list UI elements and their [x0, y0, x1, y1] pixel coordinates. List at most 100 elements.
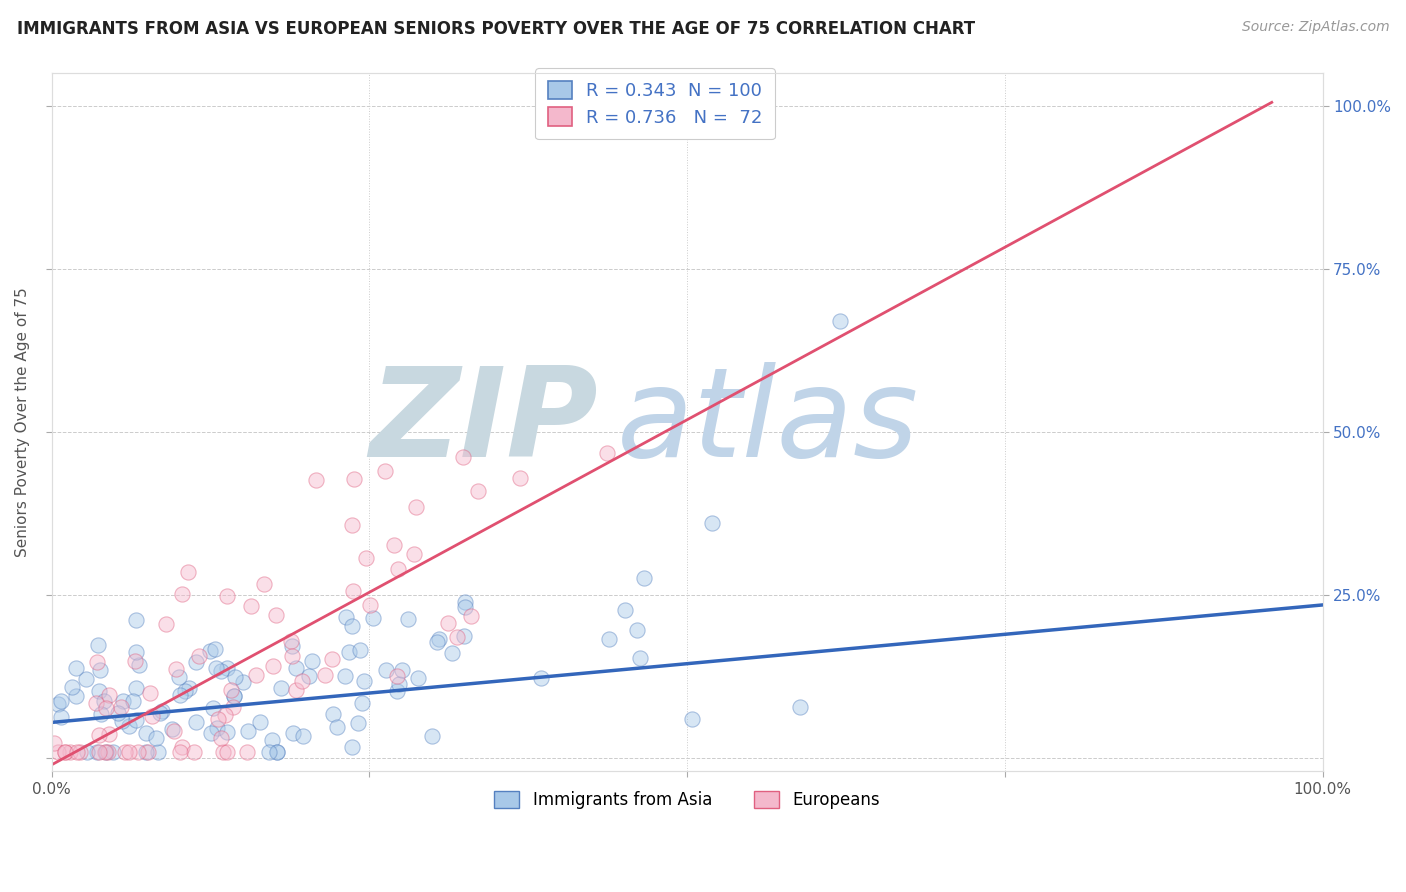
Point: [200, 726, 222, 740]
Point: [46, 698, 69, 712]
Point: [451, 450, 474, 464]
Point: [59, 745, 82, 759]
Point: [135, 745, 157, 759]
Text: ZIP: ZIP: [370, 361, 598, 483]
Point: [215, 660, 238, 674]
Point: [339, 645, 361, 659]
Point: [374, 464, 396, 478]
Point: [86, 745, 108, 759]
Point: [342, 584, 364, 599]
Point: [51, 710, 73, 724]
Point: [264, 608, 287, 623]
Point: [87, 684, 110, 698]
Point: [301, 655, 323, 669]
Point: [66, 745, 89, 759]
Point: [179, 681, 201, 695]
Point: [342, 472, 364, 486]
Point: [139, 686, 162, 700]
Point: [391, 663, 413, 677]
Point: [55, 745, 77, 759]
Point: [406, 671, 429, 685]
Point: [205, 722, 228, 736]
Point: [266, 745, 288, 759]
Point: [87, 728, 110, 742]
Point: [167, 670, 190, 684]
Text: IMMIGRANTS FROM ASIA VS EUROPEAN SENIORS POVERTY OVER THE AGE OF 75 CORRELATION : IMMIGRANTS FROM ASIA VS EUROPEAN SENIORS…: [17, 20, 974, 37]
Point: [789, 700, 811, 714]
Point: [236, 745, 259, 759]
Point: [118, 745, 141, 759]
Point: [281, 725, 304, 739]
Point: [509, 471, 531, 485]
Point: [245, 668, 267, 682]
Text: Source: ZipAtlas.com: Source: ZipAtlas.com: [1241, 20, 1389, 34]
Point: [249, 714, 271, 729]
Point: [138, 745, 160, 759]
Point: [437, 615, 460, 630]
Point: [149, 706, 172, 721]
Point: [65, 661, 87, 675]
Point: [257, 745, 280, 759]
Point: [340, 739, 363, 754]
Point: [162, 723, 184, 737]
Point: [217, 589, 239, 603]
Point: [211, 745, 233, 759]
Point: [170, 587, 193, 601]
Point: [340, 619, 363, 633]
Point: [284, 683, 307, 698]
Point: [101, 745, 124, 759]
Point: [124, 614, 146, 628]
Point: [87, 745, 110, 759]
Point: [292, 729, 315, 743]
Point: [613, 603, 636, 617]
Point: [321, 652, 343, 666]
Point: [87, 638, 110, 652]
Point: [322, 706, 344, 721]
Point: [454, 595, 477, 609]
Point: [253, 577, 276, 591]
Point: [335, 610, 357, 624]
Point: [146, 745, 169, 759]
Point: [201, 700, 224, 714]
Point: [65, 689, 87, 703]
Point: [305, 473, 328, 487]
Point: [446, 630, 468, 644]
Point: [205, 661, 228, 675]
Point: [467, 483, 489, 498]
Text: atlas: atlas: [617, 361, 920, 483]
Point: [110, 700, 132, 714]
Point: [702, 516, 724, 531]
Point: [209, 731, 232, 745]
Point: [266, 745, 288, 759]
Point: [633, 571, 655, 585]
Point: [325, 720, 347, 734]
Point: [150, 704, 173, 718]
Point: [125, 681, 148, 695]
Point: [183, 745, 205, 759]
Point: [681, 712, 703, 726]
Point: [165, 662, 187, 676]
Point: [177, 565, 200, 579]
Point: [169, 745, 191, 759]
Point: [402, 547, 425, 561]
Point: [114, 745, 136, 759]
Point: [145, 731, 167, 745]
Point: [382, 538, 405, 552]
Point: [219, 683, 242, 698]
Point: [529, 671, 551, 685]
Point: [280, 634, 302, 648]
Point: [346, 715, 368, 730]
Point: [214, 707, 236, 722]
Point: [239, 599, 262, 614]
Point: [285, 661, 308, 675]
Point: [441, 646, 464, 660]
Point: [170, 739, 193, 754]
Point: [110, 714, 132, 728]
Point: [46, 745, 69, 759]
Legend: Immigrants from Asia, Europeans: Immigrants from Asia, Europeans: [488, 784, 886, 815]
Point: [53, 745, 76, 759]
Point: [453, 599, 475, 614]
Point: [374, 664, 396, 678]
Point: [97, 727, 120, 741]
Point: [232, 674, 254, 689]
